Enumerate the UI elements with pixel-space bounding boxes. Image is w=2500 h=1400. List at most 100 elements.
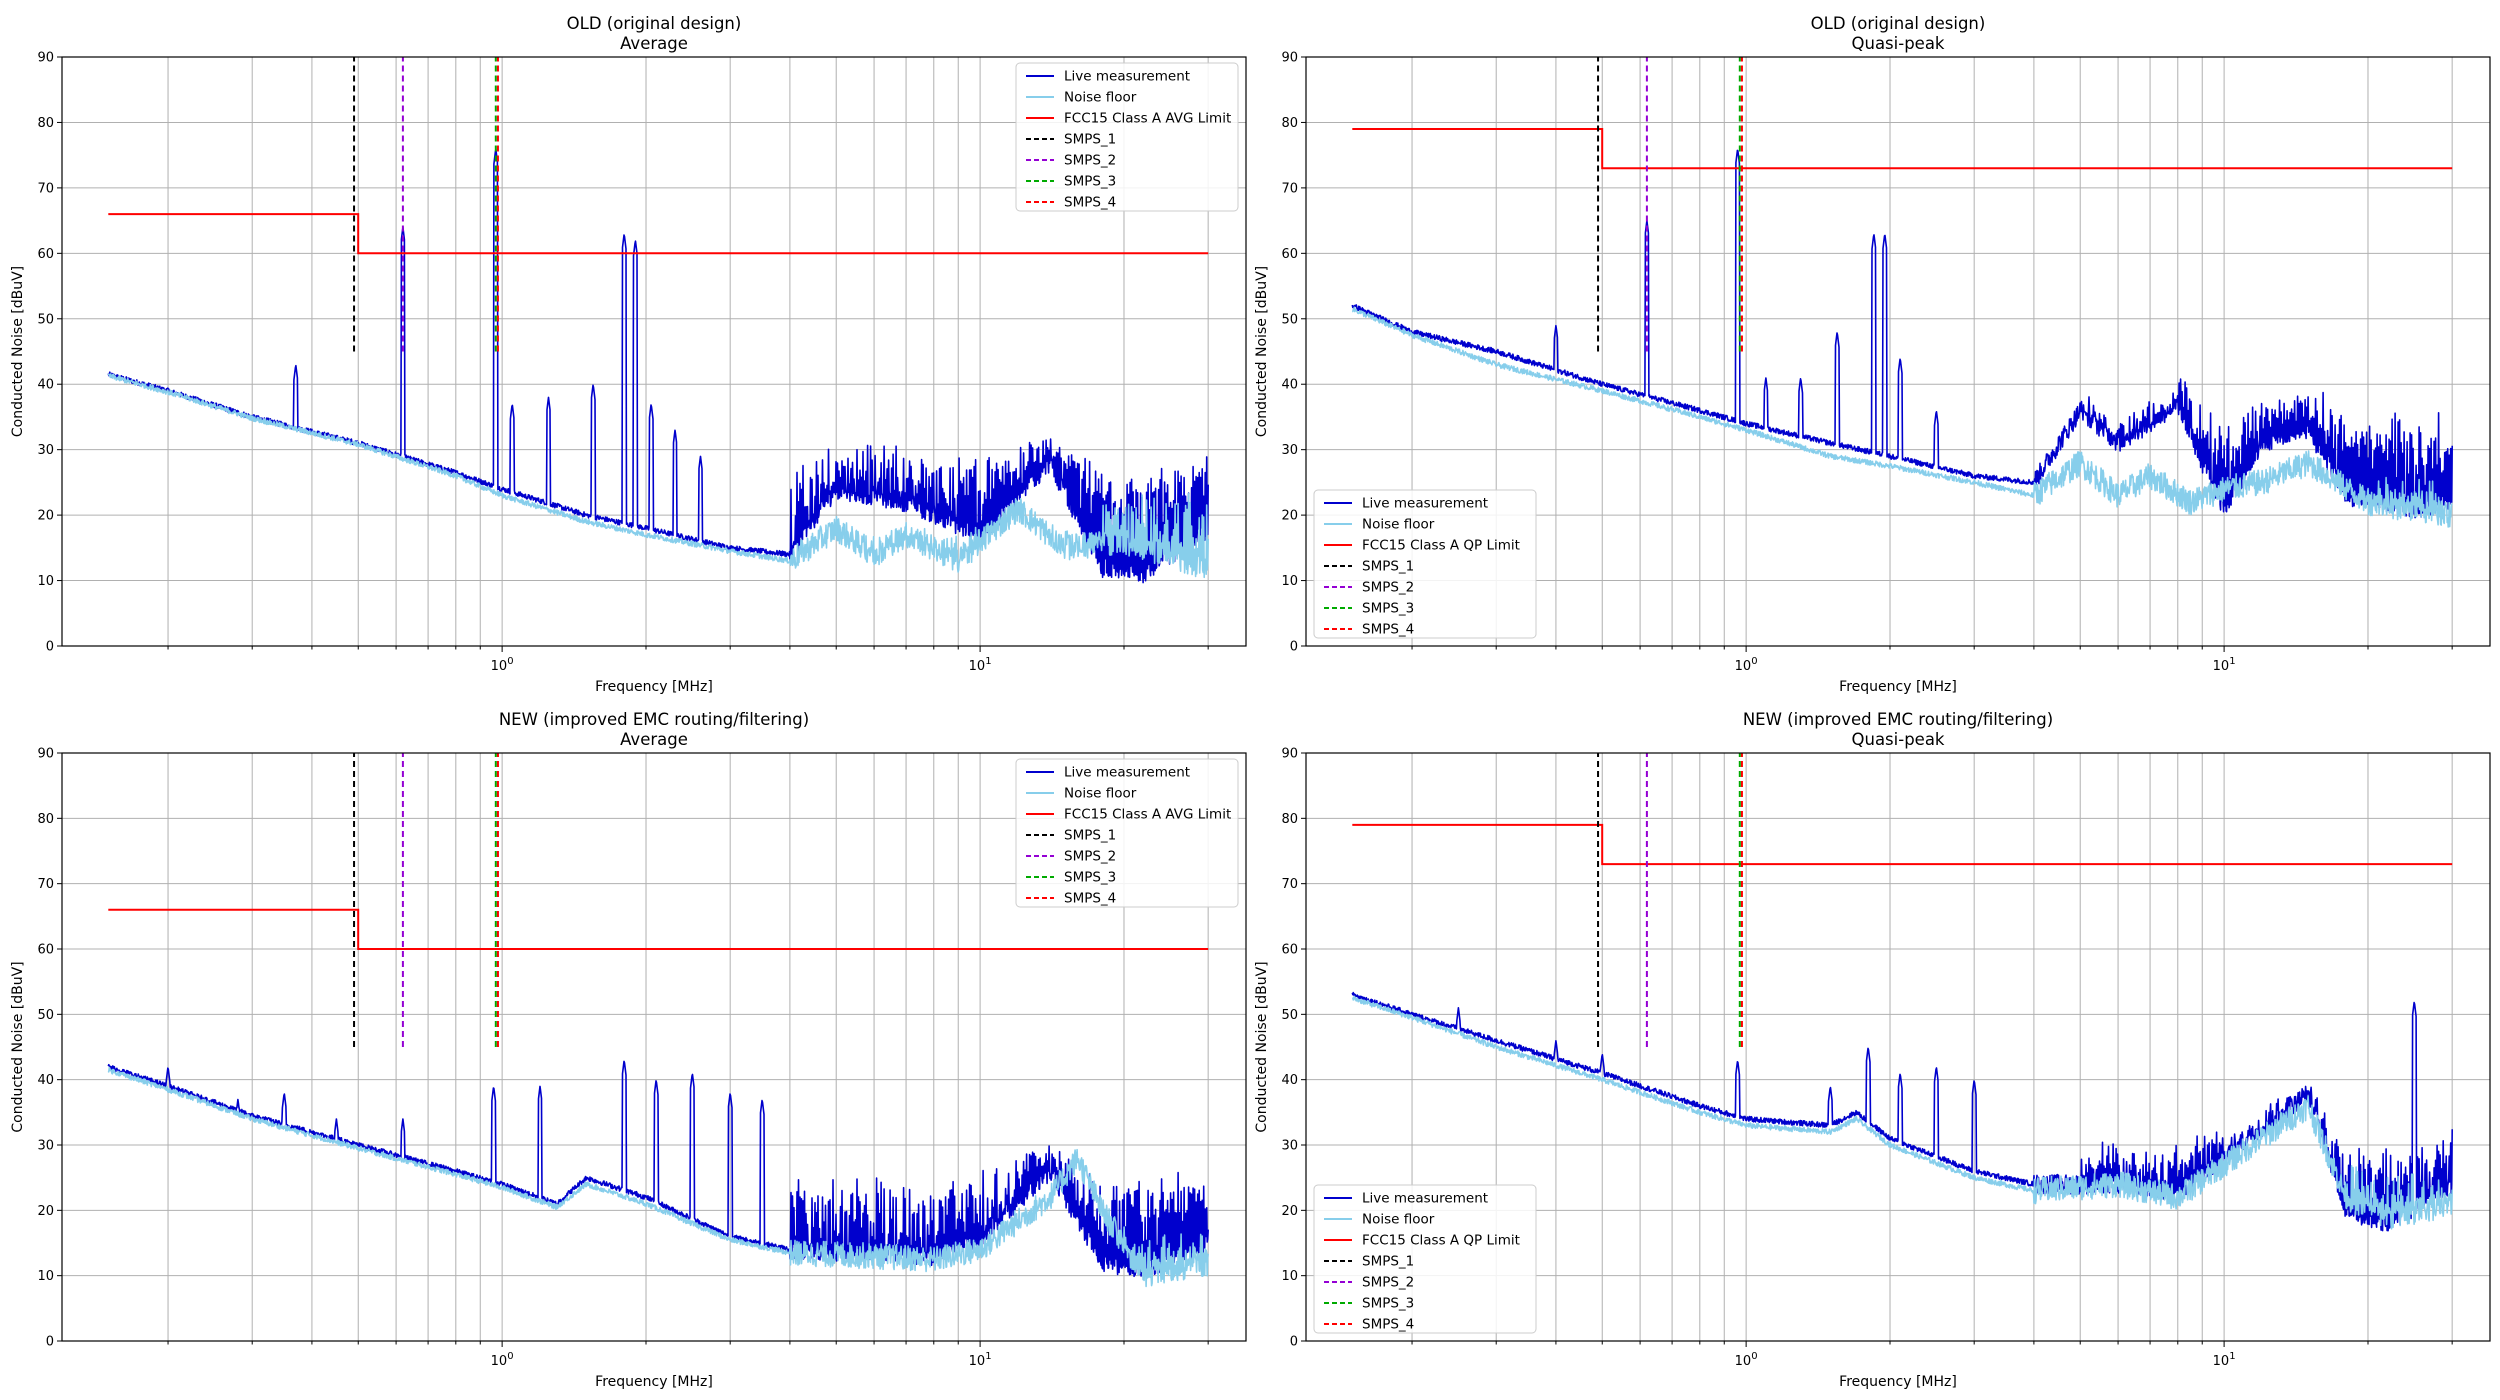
y-tick-label: 30: [1281, 1139, 1298, 1154]
chart-title: NEW (improved EMC routing/filtering): [499, 710, 809, 729]
y-tick-label: 30: [37, 1139, 54, 1154]
legend-box: [1313, 1184, 1537, 1334]
legend-label: Live measurement: [1064, 69, 1190, 85]
y-tick-label: 50: [37, 1008, 54, 1023]
limit-line: [108, 213, 1209, 255]
legend-label: SMPS_1: [1362, 559, 1414, 575]
y-tick-label: 30: [1281, 443, 1298, 458]
y-tick-label: 80: [1281, 812, 1298, 827]
y-tick-label: 70: [1281, 181, 1298, 196]
y-tick-label: 60: [37, 247, 54, 262]
y-tick-label: 90: [1281, 51, 1298, 66]
y-tick-label: 10: [1281, 574, 1298, 589]
series-line-noise-floor: [1352, 995, 2453, 1230]
y-axis-label: Conducted Noise [dBuV]: [1254, 961, 1270, 1132]
legend-label: Live measurement: [1362, 1191, 1488, 1207]
legend-label: SMPS_1: [1362, 1254, 1414, 1270]
chart-title: OLD (original design): [567, 14, 742, 33]
legend-label: SMPS_4: [1064, 891, 1116, 907]
legend-label: SMPS_4: [1362, 1317, 1414, 1333]
chart-title: NEW (improved EMC routing/filtering): [1743, 710, 2053, 729]
y-tick-label: 90: [37, 51, 54, 66]
legend: Live measurement Noise floor FCC15 Class A…: [1015, 758, 1239, 908]
series-line-live-measurement: [107, 1060, 1209, 1278]
series-line-live-measurement: [1351, 991, 2453, 1232]
x-tick-label: 100: [1735, 656, 1758, 674]
y-tick-label: 10: [37, 1269, 54, 1284]
axes-frame: [61, 752, 1247, 1342]
limit-line: [1352, 128, 2453, 170]
x-axis-label: Frequency [MHz]: [595, 1374, 713, 1390]
y-tick-label: 20: [1281, 1204, 1298, 1219]
y-tick-label: 40: [1281, 1073, 1298, 1088]
y-tick-label: 20: [1281, 509, 1298, 524]
chart-title: OLD (original design): [1811, 14, 1986, 33]
y-tick-label: 80: [37, 116, 54, 131]
series-line-noise-floor: [107, 373, 1209, 579]
series-line-noise-floor: [1352, 306, 2453, 528]
legend: Live measurement Noise floor FCC15 Class A…: [1313, 489, 1537, 639]
y-tick-label: 0: [1290, 1335, 1298, 1350]
y-tick-label: 70: [1281, 877, 1298, 892]
y-tick-label: 50: [1281, 1008, 1298, 1023]
y-tick-label: 0: [1290, 640, 1298, 655]
legend-label: Live measurement: [1064, 765, 1190, 781]
legend-label: SMPS_3: [1362, 1296, 1414, 1312]
series-group: [1351, 57, 2453, 528]
x-tick-label: 100: [1735, 1351, 1758, 1369]
y-tick-label: 40: [37, 378, 54, 393]
legend-label: SMPS_1: [1064, 132, 1116, 148]
y-axis-label: Conducted Noise [dBuV]: [10, 961, 26, 1132]
legend-label: SMPS_3: [1064, 870, 1116, 886]
chart-subtitle: Quasi-peak: [1852, 34, 1945, 53]
y-tick-label: 0: [46, 1335, 54, 1350]
x-tick-label: 100: [491, 1351, 514, 1369]
legend-label: FCC15 Class A QP Limit: [1362, 538, 1520, 554]
series-group: [107, 57, 1209, 584]
legend-label: Noise floor: [1362, 517, 1435, 533]
legend-label: Live measurement: [1362, 496, 1488, 512]
chart-panel-2: 0 10 20 30 40 50 60 70 80 90 100 101 OLD (original d…: [1254, 14, 2491, 695]
series-group: [1351, 753, 2453, 1232]
legend-label: FCC15 Class A AVG Limit: [1064, 111, 1231, 127]
legend-box: [1313, 489, 1537, 639]
chart-panel-3: 0 10 20 30 40 50 60 70 80 90 100 101 NEW (improved E…: [10, 710, 1247, 1390]
legend-label: SMPS_4: [1064, 195, 1116, 211]
y-tick-label: 60: [1281, 943, 1298, 958]
legend-label: SMPS_2: [1362, 580, 1414, 596]
x-tick-label: 101: [969, 1351, 992, 1369]
axes-frame: [1305, 56, 2491, 647]
y-tick-label: 90: [37, 747, 54, 762]
x-tick-label: 100: [491, 656, 514, 674]
x-tick-label: 101: [2213, 1351, 2236, 1369]
legend-label: SMPS_2: [1064, 153, 1116, 169]
x-tick-label: 101: [2213, 656, 2236, 674]
y-axis-label: Conducted Noise [dBuV]: [10, 266, 26, 437]
legend-box: [1015, 62, 1239, 212]
legend-label: SMPS_1: [1064, 828, 1116, 844]
legend-label: FCC15 Class A QP Limit: [1362, 1233, 1520, 1249]
y-tick-label: 20: [37, 509, 54, 524]
y-tick-label: 40: [1281, 378, 1298, 393]
x-axis-label: Frequency [MHz]: [595, 679, 713, 695]
y-tick-label: 10: [37, 574, 54, 589]
x-tick-label: 101: [969, 656, 992, 674]
chart-panel-1: 0 10 20 30 40 50 60 70 80 90 100 101 OLD (original d…: [10, 14, 1247, 695]
y-tick-label: 50: [37, 312, 54, 327]
series-group: [107, 753, 1209, 1288]
y-tick-label: 70: [37, 181, 54, 196]
x-axis-label: Frequency [MHz]: [1839, 679, 1957, 695]
y-tick-label: 50: [1281, 312, 1298, 327]
y-tick-label: 0: [46, 640, 54, 655]
legend-label: Noise floor: [1064, 786, 1137, 802]
y-tick-label: 60: [1281, 247, 1298, 262]
y-tick-label: 60: [37, 943, 54, 958]
series-line-live-measurement: [1351, 149, 2453, 519]
legend-box: [1015, 758, 1239, 908]
chart-subtitle: Average: [620, 730, 688, 749]
y-axis-label: Conducted Noise [dBuV]: [1254, 266, 1270, 437]
legend-label: SMPS_3: [1064, 174, 1116, 190]
y-tick-label: 20: [37, 1204, 54, 1219]
axes-frame: [61, 56, 1247, 647]
